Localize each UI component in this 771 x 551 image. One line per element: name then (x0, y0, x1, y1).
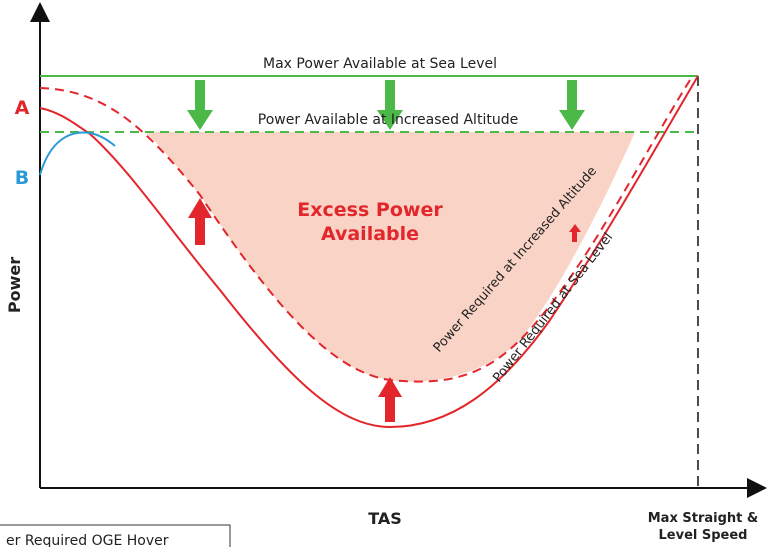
axis-label: Power (5, 257, 24, 313)
hover-curve (39, 131, 116, 176)
label: Power Available at Increased Altitude (258, 112, 518, 128)
label: Max Straight & (648, 511, 758, 526)
label: Available (321, 223, 419, 245)
point-label: B (15, 167, 29, 189)
label: er Required OGE Hover (6, 533, 169, 547)
label: Level Speed (659, 528, 748, 543)
up-arrows (188, 198, 581, 422)
label: Max Power Available at Sea Level (263, 56, 497, 72)
axis-label: TAS (368, 509, 402, 528)
point-label: A (15, 97, 30, 119)
label: Excess Power (297, 199, 443, 221)
excess-region (145, 132, 635, 382)
required-sea-level-curve (39, 75, 699, 429)
down-arrows (187, 80, 585, 130)
